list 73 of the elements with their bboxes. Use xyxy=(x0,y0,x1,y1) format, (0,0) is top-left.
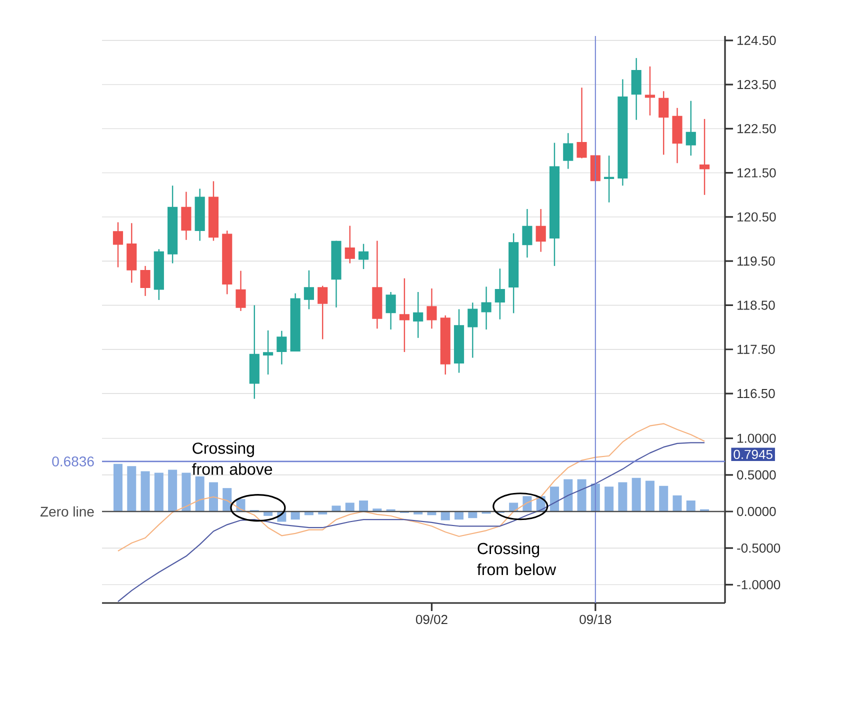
bar xyxy=(468,512,478,518)
y-tick-label: 120.50 xyxy=(738,212,776,222)
candlestick xyxy=(481,286,492,330)
candlestick xyxy=(604,155,614,203)
candlestick xyxy=(399,278,410,353)
bar xyxy=(618,482,628,512)
candlestick xyxy=(263,330,274,376)
bar xyxy=(127,466,136,512)
candlestick xyxy=(276,330,287,365)
y-tick-label: -0.5000 xyxy=(737,543,780,553)
bar xyxy=(564,479,573,512)
bar xyxy=(332,506,341,512)
bar xyxy=(659,486,668,512)
x-tick-label: 09/18 xyxy=(580,614,612,624)
candlestick xyxy=(522,208,532,258)
y-tick-label: 117.50 xyxy=(738,344,775,354)
candlestick xyxy=(358,243,369,270)
bar xyxy=(140,471,150,512)
bar xyxy=(168,470,178,512)
bar xyxy=(154,472,164,512)
bar xyxy=(645,480,654,512)
candlestick xyxy=(699,118,710,196)
candlestick xyxy=(494,268,505,320)
text: 0.7945 xyxy=(734,450,772,460)
annotation: Crossing from below xyxy=(477,542,556,576)
ref-line-label: 0.6836 xyxy=(52,456,94,466)
candlestick xyxy=(386,291,396,330)
candlestick xyxy=(536,208,546,252)
candlestick xyxy=(658,90,669,156)
bar xyxy=(577,479,586,512)
y-tick-label: 122.50 xyxy=(738,124,776,134)
bar xyxy=(359,500,368,512)
candlestick xyxy=(140,265,150,297)
candlestick xyxy=(468,302,478,358)
y-tick-label: 1.0000 xyxy=(738,434,776,443)
bar xyxy=(686,500,696,512)
bar xyxy=(454,512,464,520)
candlestick xyxy=(344,225,355,264)
candlestick xyxy=(112,222,124,268)
bar xyxy=(550,486,559,512)
candlestick xyxy=(426,288,437,330)
bar xyxy=(195,476,204,512)
candlestick xyxy=(644,66,656,116)
candlestick xyxy=(236,270,246,312)
bar xyxy=(632,478,641,512)
x-tick-label: 09/02 xyxy=(416,614,448,624)
bar xyxy=(182,472,191,512)
y-tick-label: 119.50 xyxy=(738,256,775,266)
ref-line-label: Zero line xyxy=(40,506,94,517)
candlestick xyxy=(686,100,696,156)
bar xyxy=(604,486,614,512)
candlestick xyxy=(576,87,587,159)
candlestick xyxy=(631,57,642,120)
y-tick-label: 0.5000 xyxy=(737,470,776,480)
y-tick-label: 123.50 xyxy=(738,80,776,90)
y-tick-label: 116.50 xyxy=(738,388,775,398)
candlestick xyxy=(304,270,314,310)
candlestick xyxy=(318,285,328,340)
candlestick xyxy=(413,291,424,338)
candlestick xyxy=(181,191,192,241)
bar xyxy=(440,512,450,520)
bar xyxy=(290,512,300,520)
y-tick-label: 121.50 xyxy=(738,168,776,178)
y-tick-label: -1.0000 xyxy=(737,580,780,590)
y-tick-label: 0.0000 xyxy=(737,506,776,516)
bar xyxy=(672,495,682,512)
y-tick-label: 124.50 xyxy=(738,36,776,46)
candlestick xyxy=(563,132,574,170)
bar xyxy=(345,502,354,512)
bar xyxy=(114,464,122,512)
y-tick-label: 118.50 xyxy=(738,300,775,310)
annotation: Crossing from above xyxy=(192,442,272,475)
bar xyxy=(208,482,218,512)
